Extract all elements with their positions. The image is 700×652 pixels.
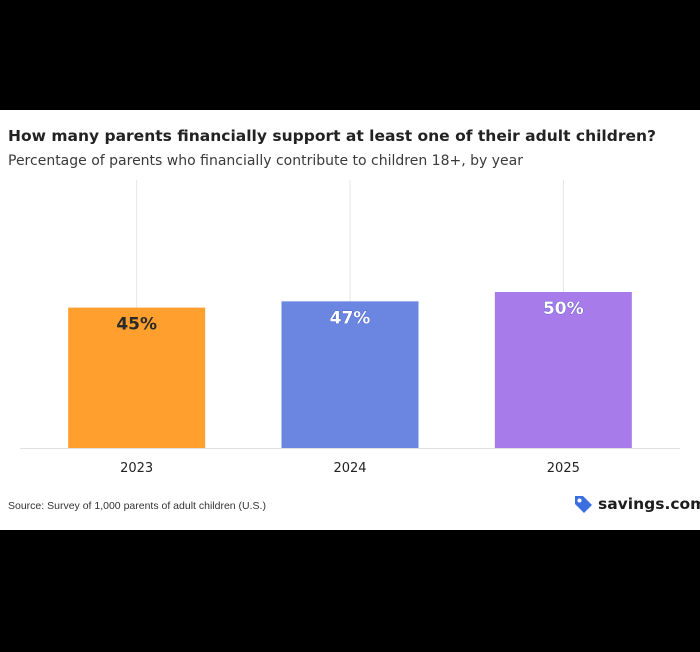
- bar-2024: [281, 301, 419, 448]
- brand-logo: savings.com: [572, 491, 700, 517]
- bar-chart: 45% 2023 47% 2024 50% 2025: [20, 180, 680, 476]
- x-tick-label-2025: 2025: [547, 461, 580, 476]
- x-tick-label-2024: 2024: [333, 461, 366, 476]
- bar-2025: [494, 292, 632, 448]
- bar-2023: [68, 307, 206, 448]
- brand-name: savings.com: [598, 495, 700, 513]
- data-label-2023: 45%: [116, 315, 157, 335]
- chart-subtitle: Percentage of parents who financially co…: [8, 153, 523, 169]
- x-tick-label-2023: 2023: [120, 461, 153, 476]
- chart-panel: 45% 2023 47% 2024 50% 2025 How many parents f…: [0, 110, 700, 530]
- source-note: Source: Survey of 1,000 parents of adult…: [8, 500, 266, 512]
- data-label-2024: 47%: [330, 308, 371, 328]
- chart-title: How many parents financially support at …: [8, 127, 657, 145]
- tag-icon: [575, 496, 592, 513]
- data-label-2025: 50%: [543, 299, 584, 319]
